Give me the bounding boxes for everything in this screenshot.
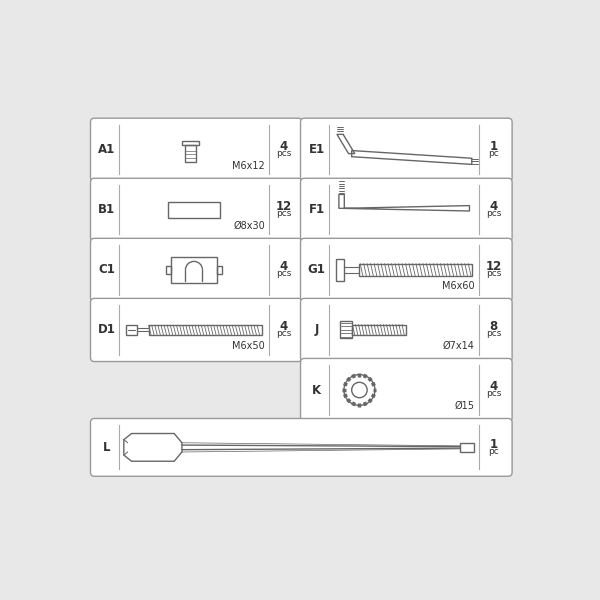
Bar: [217, 266, 222, 274]
Bar: [336, 259, 344, 281]
Text: 4: 4: [490, 380, 497, 394]
Text: 4: 4: [280, 260, 287, 274]
FancyBboxPatch shape: [91, 178, 302, 241]
FancyBboxPatch shape: [301, 358, 512, 422]
FancyBboxPatch shape: [301, 178, 512, 241]
Text: 8: 8: [490, 320, 497, 334]
Text: K: K: [312, 383, 322, 397]
Text: 4: 4: [280, 140, 287, 153]
Text: pc: pc: [488, 447, 499, 456]
Text: A1: A1: [98, 143, 115, 156]
Text: G1: G1: [308, 263, 326, 277]
Text: E1: E1: [309, 143, 325, 156]
Bar: [340, 322, 352, 338]
Bar: [352, 325, 406, 335]
Text: Ø15: Ø15: [455, 401, 475, 411]
Bar: [359, 264, 472, 276]
Text: pcs: pcs: [486, 329, 501, 338]
Bar: [185, 145, 196, 162]
Text: F1: F1: [309, 203, 325, 217]
Text: pc: pc: [488, 149, 499, 158]
Bar: [126, 325, 137, 335]
Text: 1: 1: [490, 140, 497, 153]
Text: B1: B1: [98, 203, 115, 217]
Text: M6x50: M6x50: [232, 341, 265, 351]
Text: Ø8x30: Ø8x30: [233, 221, 265, 230]
FancyBboxPatch shape: [91, 298, 302, 362]
Text: pcs: pcs: [276, 269, 291, 278]
Bar: [167, 202, 220, 218]
Bar: [171, 257, 217, 283]
Text: pcs: pcs: [486, 269, 501, 278]
Bar: [182, 141, 199, 145]
Text: J: J: [314, 323, 319, 337]
FancyBboxPatch shape: [301, 298, 512, 362]
Text: pcs: pcs: [276, 209, 291, 218]
Text: C1: C1: [98, 263, 115, 277]
Text: L: L: [103, 441, 110, 454]
Text: pcs: pcs: [486, 389, 501, 398]
Text: M6x12: M6x12: [232, 161, 265, 170]
Text: 1: 1: [490, 438, 497, 451]
Text: 12: 12: [275, 200, 292, 213]
Text: 12: 12: [485, 260, 502, 274]
Text: 4: 4: [490, 200, 497, 213]
Bar: [166, 266, 171, 274]
Text: pcs: pcs: [486, 209, 501, 218]
Bar: [149, 325, 262, 335]
Bar: [460, 443, 474, 452]
Text: pcs: pcs: [276, 149, 291, 158]
FancyBboxPatch shape: [91, 118, 302, 181]
FancyBboxPatch shape: [91, 238, 302, 301]
Text: Ø7x14: Ø7x14: [443, 341, 475, 351]
FancyBboxPatch shape: [91, 419, 512, 476]
FancyBboxPatch shape: [301, 238, 512, 301]
FancyBboxPatch shape: [301, 118, 512, 181]
Text: M6x60: M6x60: [442, 281, 475, 290]
Text: D1: D1: [98, 323, 116, 337]
Text: pcs: pcs: [276, 329, 291, 338]
Text: 4: 4: [280, 320, 287, 334]
